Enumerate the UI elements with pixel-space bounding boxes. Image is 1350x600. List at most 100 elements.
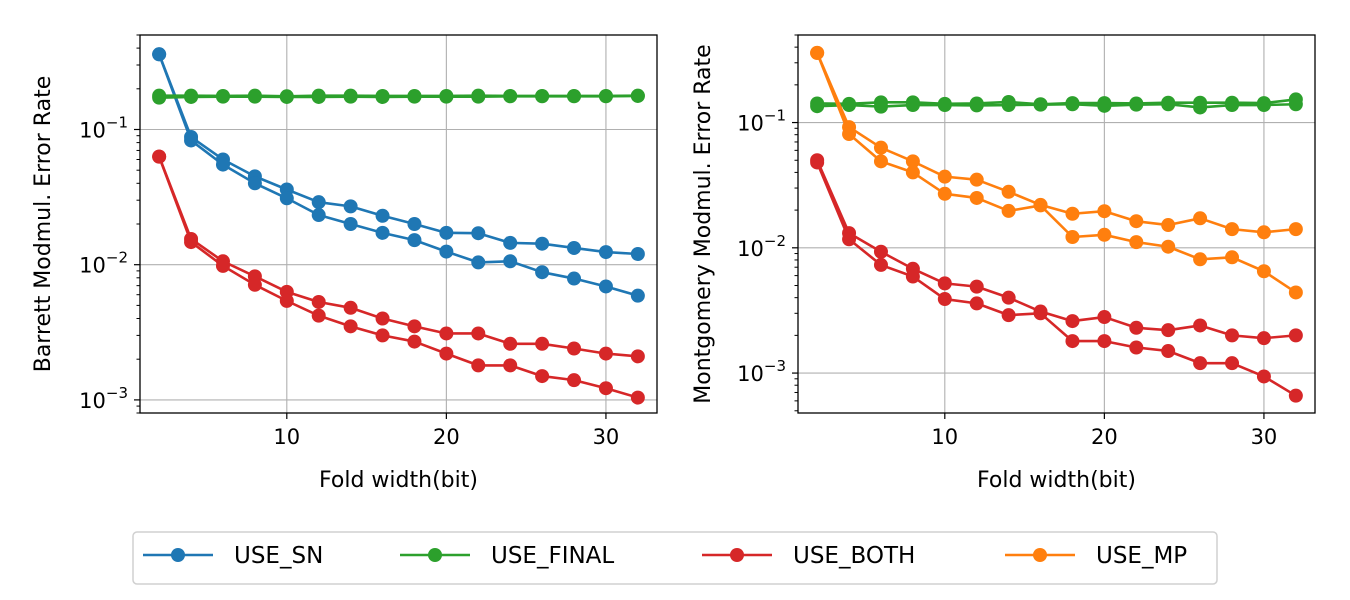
- montgomery-series-use-final-1-point-1: [842, 98, 857, 113]
- montgomery-series-use-mp-3-point-13: [1225, 250, 1240, 265]
- montgomery-series-use-final-1-point-0: [810, 99, 825, 114]
- barrett-series-use-both-4-point-6: [343, 300, 358, 315]
- montgomery-series-use-mp-3-point-0: [810, 45, 825, 60]
- barrett-series-use-sn-1-point-8: [407, 233, 422, 248]
- legend-entry-use-both: USE_BOTH: [702, 543, 915, 569]
- barrett-series-use-sn-1-point-5: [311, 208, 326, 223]
- barrett-series-use-sn-0-point-15: [630, 246, 645, 261]
- barrett-series-use-both-5-point-13: [567, 373, 582, 388]
- montgomery-series-use-both-4-point-10: [1129, 320, 1144, 335]
- barrett-series-use-both-4-point-14: [598, 346, 613, 361]
- barrett-series-use-both-5-point-15: [630, 390, 645, 405]
- montgomery-ytick-label-2: 10−1: [737, 107, 786, 136]
- montgomery-series-use-mp-3-point-15: [1288, 285, 1303, 300]
- montgomery-series-use-mp-2-point-13: [1225, 222, 1240, 237]
- legend-entry-use-sn: USE_SN: [143, 543, 323, 569]
- barrett-series-use-sn-0-point-5: [311, 195, 326, 210]
- barrett-series-use-final-3-point-0: [152, 90, 167, 105]
- montgomery-series-use-both-5-line: [815, 161, 1297, 397]
- barrett-series-use-final-3-point-8: [407, 89, 422, 104]
- montgomery-series-use-both-4-point-12: [1193, 318, 1208, 333]
- montgomery-series-use-both-5-point-13: [1225, 356, 1240, 371]
- montgomery-series-use-final-1-point-13: [1225, 98, 1240, 113]
- barrett-series-use-sn-1-point-1: [184, 133, 199, 148]
- montgomery-series-use-both-5-point-14: [1256, 369, 1271, 384]
- barrett-series-use-both-4-point-7: [375, 311, 390, 326]
- barrett-series-use-sn-1-point-11: [503, 254, 518, 269]
- montgomery-series-use-mp-3-point-2: [873, 154, 888, 169]
- barrett-series-use-final-3-point-10: [471, 89, 486, 104]
- montgomery-series-use-final-1-point-6: [1001, 98, 1016, 113]
- barrett-series-use-both-4-point-15: [630, 349, 645, 364]
- montgomery-series-use-mp-3-point-11: [1161, 239, 1176, 254]
- montgomery-plot-frame: [797, 34, 1316, 414]
- legend-label-use-sn: USE_SN: [234, 543, 323, 569]
- barrett-series-use-final-3-point-7: [375, 89, 390, 104]
- barrett-series-use-sn-1-point-6: [343, 217, 358, 231]
- barrett-series-use-final-3-point-5: [311, 89, 326, 104]
- montgomery-y-axis-title: Montgomery Modmul. Error Rate: [691, 44, 716, 403]
- montgomery-series-use-both-5-point-12: [1193, 356, 1208, 371]
- montgomery-series-use-both-5-point-1: [842, 232, 857, 247]
- montgomery-series-use-both-5-point-15: [1288, 388, 1303, 403]
- montgomery-series-use-mp-2-point-5: [969, 172, 984, 187]
- barrett-series-use-final-3-line: [159, 94, 638, 99]
- barrett-series-use-both-4-point-9: [439, 326, 454, 341]
- montgomery-series-use-both-4-point-2: [873, 244, 888, 259]
- barrett-series-use-both-5-line: [157, 156, 639, 399]
- barrett-ytick-label-0: 10−3: [79, 384, 128, 413]
- legend-entry-use-mp: USE_MP: [1005, 543, 1187, 569]
- montgomery-series-use-mp-3-point-8: [1065, 229, 1080, 244]
- montgomery-series-use-final-1-point-5: [969, 98, 984, 113]
- montgomery-series-use-final-1-point-11: [1161, 97, 1176, 112]
- barrett-series-use-both-4-line: [157, 156, 638, 358]
- montgomery-series-use-final-1-line: [817, 102, 1296, 109]
- montgomery-series-use-mp-2-point-12: [1193, 211, 1208, 226]
- montgomery-series-use-both-4-line: [815, 159, 1296, 340]
- montgomery-chart: 10 20 30 10−3 10−2 10−1 Fold width(bit) Montgom…: [691, 34, 1316, 493]
- barrett-xtick-label-10: 10: [273, 425, 300, 449]
- montgomery-xtick-label-20: 20: [1091, 425, 1118, 449]
- barrett-series-use-both-4-point-10: [471, 326, 486, 341]
- montgomery-series-use-mp-2-point-8: [1065, 206, 1080, 221]
- montgomery-series-use-both-5-point-2: [873, 257, 888, 272]
- barrett-series-use-final-3-point-6: [343, 89, 358, 104]
- barrett-series-use-sn-1-point-12: [535, 265, 550, 280]
- montgomery-series-use-both-4-point-14: [1256, 331, 1271, 346]
- montgomery-ytick-minor-group: [794, 34, 798, 412]
- barrett-series-use-sn-0-line: [157, 53, 638, 256]
- montgomery-grid: [798, 35, 1315, 413]
- barrett-series-use-sn-1-point-7: [375, 225, 390, 240]
- montgomery-series-use-mp-2-point-4: [937, 169, 952, 184]
- montgomery-series-use-final-1-point-3: [905, 98, 920, 113]
- barrett-series-use-both-5-point-10: [471, 358, 486, 373]
- montgomery-series-use-mp-3-point-12: [1193, 252, 1208, 267]
- barrett-series-use-both-5-point-7: [375, 328, 390, 343]
- montgomery-series-use-mp-2-point-10: [1129, 214, 1144, 229]
- montgomery-xtick-label-30: 30: [1251, 425, 1278, 449]
- barrett-series-use-final-3-point-2: [215, 89, 230, 104]
- barrett-series-use-sn-0-point-8: [407, 217, 422, 231]
- barrett-series-use-sn-0-point-6: [343, 199, 358, 214]
- barrett-series-use-sn-0-point-12: [535, 236, 550, 251]
- barrett-series-use-both-4-point-13: [567, 341, 582, 356]
- barrett-series-use-sn-0-point-9: [439, 225, 454, 240]
- legend-label-use-final: USE_FINAL: [491, 543, 614, 569]
- montgomery-series-use-both-4-point-11: [1161, 323, 1176, 338]
- montgomery-series-use-final-1-point-4: [937, 98, 952, 113]
- montgomery-series-use-mp-2-point-6: [1001, 184, 1016, 199]
- montgomery-series-use-mp-3-point-6: [1001, 203, 1016, 218]
- barrett-series-use-sn-0-point-10: [471, 226, 486, 241]
- montgomery-series-use-mp-3-point-10: [1129, 235, 1144, 250]
- montgomery-series-use-both-5-point-8: [1065, 334, 1080, 349]
- montgomery-series-use-final-1-point-7: [1033, 97, 1048, 112]
- legend-marker-use-final: [428, 548, 442, 562]
- barrett-series-use-sn-1-point-3: [247, 176, 262, 191]
- barrett-series-use-sn-1-point-4: [279, 191, 294, 206]
- legend-label-use-both: USE_BOTH: [793, 543, 915, 569]
- barrett-series-use-both-4-point-12: [535, 336, 550, 351]
- barrett-series-use-sn-1-point-9: [439, 244, 454, 259]
- barrett-series-use-both-5-point-1: [184, 235, 199, 250]
- montgomery-series-use-mp-3-point-7: [1033, 198, 1048, 213]
- barrett-series-use-sn-1-point-10: [471, 255, 486, 270]
